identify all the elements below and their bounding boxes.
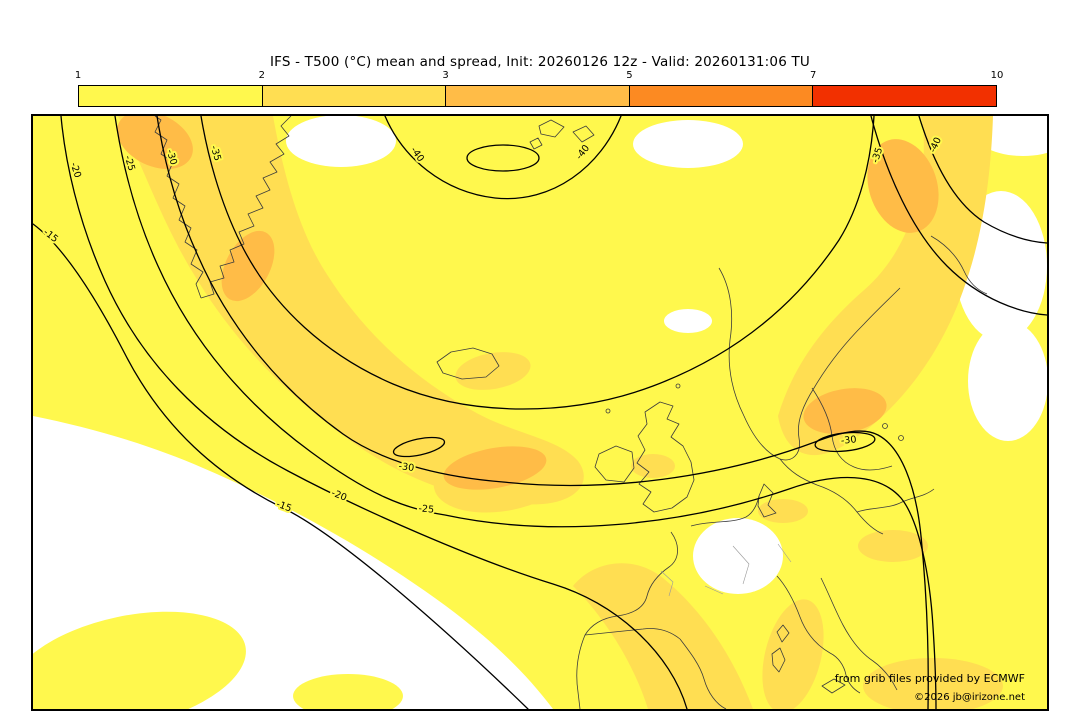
closed-contour-centre: [392, 436, 446, 458]
colorbar-tick-label: 7: [810, 70, 817, 81]
closed-contour-north: [466, 144, 540, 172]
ireland-coastline: [594, 445, 635, 483]
contour-minus15: [33, 223, 529, 709]
spread3-baltic: [803, 388, 887, 434]
iberia-north-coastline: [584, 628, 681, 640]
contour-minus40: [384, 116, 622, 200]
low-spread-top-1: [286, 116, 396, 167]
colorbar-tick-label: 2: [258, 70, 265, 81]
border-line: [777, 543, 792, 563]
france-coastline: [584, 531, 678, 636]
colorbar: [78, 85, 997, 107]
faroe-icon: [605, 408, 611, 414]
contour-minus25: [114, 116, 937, 709]
borders-layer: [660, 543, 792, 597]
baltic-coastline: [779, 458, 884, 535]
closed-contour-baltic: [814, 431, 876, 453]
lake-icon: [882, 423, 888, 429]
credit-copyright: ©2026 jb@irizone.net: [914, 692, 1025, 703]
northsea-coastline: [690, 495, 760, 527]
shetland-icon: [675, 383, 681, 389]
spread3-top-left: [117, 116, 193, 170]
spread2-band-east: [778, 116, 993, 456]
spread2-italy: [762, 599, 824, 709]
low-spread-spot: [664, 309, 712, 333]
spread2-band-south: [573, 563, 753, 709]
contour-label: -30: [398, 461, 415, 474]
greenland-coastline-west: [154, 116, 204, 299]
denmark-coastline: [757, 483, 777, 518]
spread-fill-layer: [33, 116, 1047, 709]
contour-minus20: [60, 116, 688, 709]
iceland-coastline: [436, 347, 500, 380]
spread2-spot-2: [631, 454, 675, 478]
contour-minus30: [156, 116, 929, 709]
bothnia-coastline: [811, 387, 893, 471]
svalbard-coastline: [529, 119, 595, 150]
contour-minus35-east: [870, 116, 1047, 316]
low-spread-right-2: [968, 321, 1047, 441]
colorbar-tick-label: 1: [74, 70, 82, 81]
colorbar-tick-label: 10: [990, 70, 1004, 81]
baltic-east-coastline: [856, 488, 935, 513]
spread2-band-west: [118, 116, 584, 505]
credits: from grib files provided by ECMWF ©2026 …: [835, 672, 1025, 703]
lake-icon: [898, 435, 904, 441]
page-title: IFS - T500 (°C) mean and spread, Init: 2…: [269, 54, 811, 70]
spread3-west-band: [221, 230, 275, 302]
colorbar-ticks: 1 2 3 5 7 10: [74, 70, 1004, 83]
border-line: [732, 545, 750, 585]
contour-minus40-east: [918, 116, 1047, 244]
credit-ecmwf: from grib files provided by ECMWF: [835, 672, 1025, 685]
spread2-spot-4: [858, 530, 928, 562]
yellow-bottom-patch: [293, 674, 403, 709]
spread2-spot-3: [758, 499, 808, 523]
contour-label: -30: [840, 434, 857, 447]
colorbar-segment: [79, 86, 263, 106]
adriatic-coastline: [820, 577, 898, 691]
border-line: [660, 570, 674, 597]
contour-label: -25: [418, 503, 435, 516]
spread2-balkans: [863, 658, 1003, 709]
iberia-east-coastline: [679, 638, 727, 709]
map-frame: -15 -20 -25 -30 -35 -40 -40 -15 -20 -25 -30 -30 -35-…: [31, 114, 1049, 711]
sicily-coastline: [821, 678, 846, 694]
yellow-corner-patch: [33, 611, 246, 709]
low-spread-europe: [693, 518, 783, 594]
colorbar-segment: [262, 86, 447, 106]
colorbar-segment: [813, 86, 996, 106]
forecast-map: -15-20 -25 -30 -35 -40 -40-15-20-25-30-30-35-…: [33, 116, 1047, 709]
low-spread-top-2: [633, 120, 743, 168]
uk-coastline: [636, 401, 695, 513]
contours-layer: [33, 116, 1047, 709]
contour-minus35: [200, 116, 875, 410]
coastlines-layer: [154, 116, 988, 709]
border-line: [704, 585, 724, 595]
colorbar-tick-label: 5: [626, 70, 633, 81]
colorbar-segment: [629, 86, 814, 106]
greenland-coastline: [200, 116, 292, 299]
scandinavia-coastline: [718, 267, 901, 461]
corsica-sardinia-coastline: [771, 624, 790, 673]
colorbar-tick-label: 3: [442, 70, 449, 81]
iberia-west-coastline: [576, 634, 586, 709]
italy-west-coastline: [776, 575, 861, 694]
white-sea-coastline: [930, 235, 988, 295]
colorbar-segment: [446, 86, 630, 106]
